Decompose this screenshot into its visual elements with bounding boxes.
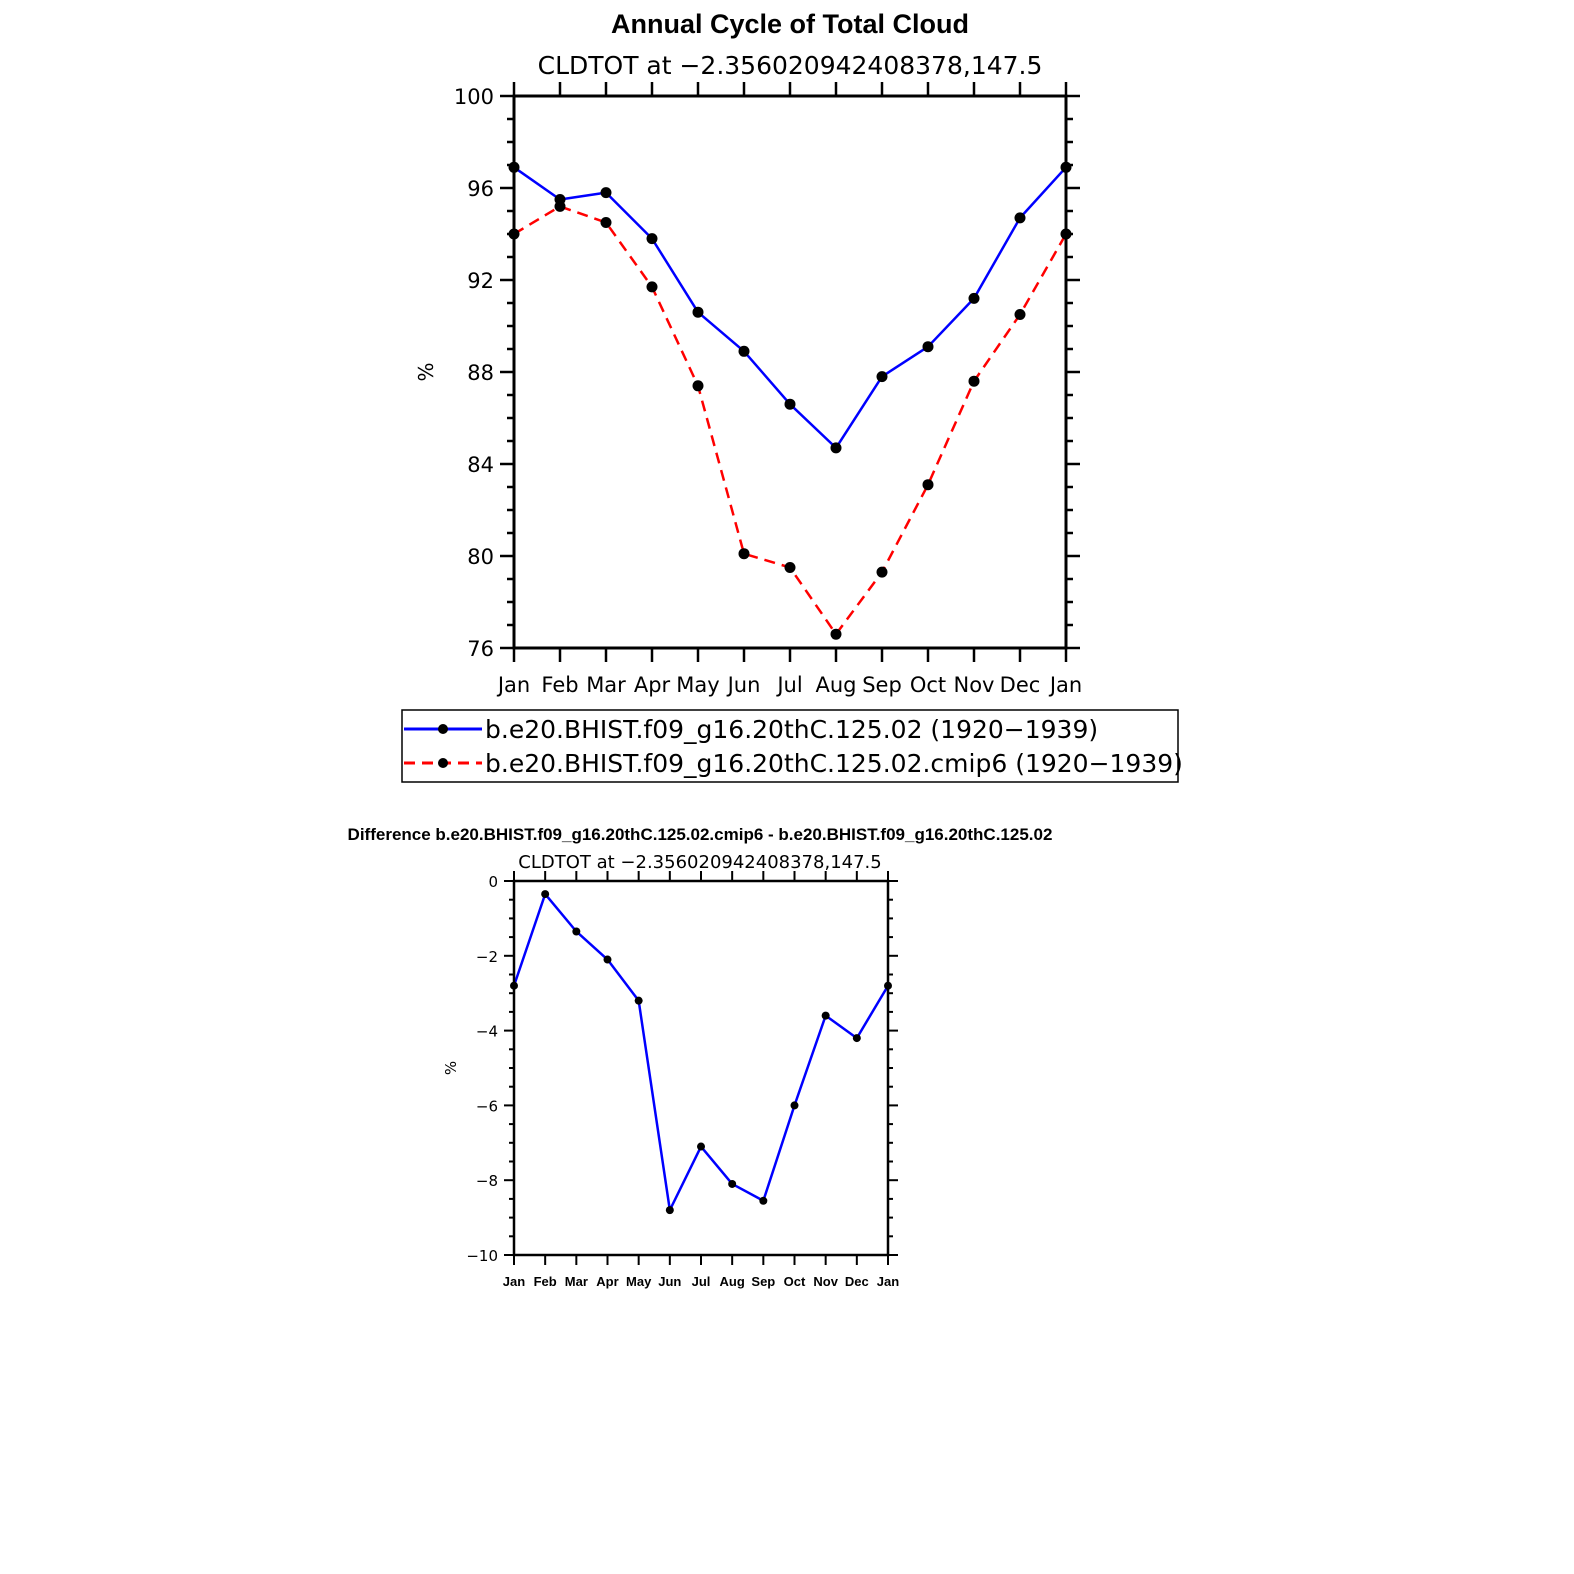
- difference-chart-title: Difference b.e20.BHIST.f09_g16.20thC.125…: [348, 825, 1053, 844]
- data-point-series-1: [665, 1206, 674, 1215]
- y-tick-label: −4: [476, 1023, 498, 1041]
- data-point-series-2: [968, 375, 980, 387]
- legend: b.e20.BHIST.f09_g16.20thC.125.02 (1920−1…: [401, 709, 1183, 783]
- data-point-series-2: [554, 200, 566, 212]
- data-point-series-1: [541, 890, 550, 899]
- data-point-series-1: [738, 345, 750, 357]
- x-tick-label: Dec: [845, 1274, 869, 1289]
- data-point-series-1: [572, 927, 581, 936]
- data-point-series-1: [692, 306, 704, 318]
- x-tick-label: Mar: [586, 673, 626, 697]
- chart-title: Annual Cycle of Total Cloud: [611, 9, 969, 39]
- x-tick-label: Jan: [1048, 673, 1082, 697]
- difference-chart: Difference b.e20.BHIST.f09_g16.20thC.125…: [348, 825, 1053, 1289]
- y-tick-label: 84: [467, 453, 494, 477]
- data-point-series-2: [600, 217, 612, 228]
- data-point-series-1: [1014, 212, 1026, 224]
- data-point-series-2: [830, 628, 842, 640]
- data-point-series-2: [738, 548, 750, 560]
- y-tick-label: 76: [467, 637, 494, 661]
- legend-entry-2: b.e20.BHIST.f09_g16.20thC.125.02.cmip6 (…: [485, 749, 1183, 778]
- y-tick-label: 92: [467, 269, 494, 293]
- x-tick-label: Feb: [541, 673, 578, 697]
- x-tick-label: Aug: [720, 1274, 745, 1289]
- y-tick-label: 80: [467, 545, 494, 569]
- data-point-series-1: [728, 1179, 737, 1188]
- legend-entry-1: b.e20.BHIST.f09_g16.20thC.125.02 (1920−1…: [485, 715, 1098, 744]
- x-tick-label: Oct: [784, 1274, 806, 1289]
- data-point-series-1: [600, 187, 612, 199]
- y-tick-labels: 76 80 84 88 92 96 100: [454, 85, 494, 661]
- x-tick-label: Apr: [634, 673, 671, 697]
- y-tick-label: 96: [467, 177, 494, 201]
- difference-plot-frame: [512, 879, 890, 1257]
- x-tick-label: Dec: [1000, 673, 1041, 697]
- y-tick-label: −8: [476, 1172, 498, 1190]
- y-tick-label: 88: [467, 361, 494, 385]
- legend-marker-series-1: [438, 724, 448, 734]
- y-tick-label: 0: [488, 873, 498, 891]
- y-tick-label: −6: [476, 1097, 498, 1115]
- difference-series-lines: [510, 890, 892, 1215]
- legend-box: [401, 709, 1179, 783]
- data-point-series-1: [634, 996, 643, 1005]
- data-point-series-1: [830, 442, 842, 454]
- x-tick-label: Jan: [877, 1274, 899, 1289]
- chart-subtitle: CLDTOT at −2.356020942408378,147.5: [538, 51, 1043, 80]
- x-tick-label: Jul: [692, 1274, 711, 1289]
- annual-cycle-chart: Annual Cycle of Total Cloud CLDTOT at −2…: [414, 9, 1082, 697]
- x-tick-label: Jan: [496, 673, 530, 697]
- x-tick-label: May: [626, 1274, 652, 1289]
- y-tick-label: −2: [476, 948, 498, 966]
- y-tick-label: −10: [466, 1247, 498, 1265]
- data-point-series-1: [876, 371, 888, 383]
- data-point-series-1: [603, 955, 612, 964]
- data-point-series-1: [759, 1196, 768, 1205]
- x-tick-label: Sep: [862, 673, 902, 697]
- x-tick-label: Nov: [813, 1274, 838, 1289]
- data-point-series-1: [697, 1142, 705, 1151]
- plot-frame: [512, 94, 1068, 650]
- data-point-series-1: [821, 1011, 830, 1020]
- y-axis-label: %: [414, 362, 438, 381]
- x-tick-labels: Jan Feb Mar Apr May Jun Jul Aug Sep Oct Nov Dec Jan: [496, 673, 1082, 697]
- x-tick-label: Oct: [910, 673, 946, 697]
- data-point-series-1: [968, 292, 980, 304]
- legend-marker-series-2: [438, 758, 448, 768]
- data-point-series-1: [790, 1101, 799, 1110]
- x-tick-label: Mar: [565, 1274, 588, 1289]
- x-tick-label: Jan: [503, 1274, 525, 1289]
- difference-y-tick-labels: −10 −8 −6 −4 −2 0: [466, 873, 498, 1265]
- data-point-series-2: [922, 479, 934, 491]
- data-point-series-2: [646, 281, 658, 293]
- x-tick-label: Jun: [726, 673, 761, 697]
- x-tick-label: Jul: [775, 673, 802, 697]
- x-tick-label: Jun: [658, 1274, 681, 1289]
- x-tick-label: Apr: [596, 1274, 618, 1289]
- difference-chart-subtitle: CLDTOT at −2.356020942408378,147.5: [518, 852, 881, 873]
- x-tick-label: Sep: [751, 1274, 775, 1289]
- data-point-series-2: [692, 380, 704, 392]
- data-point-series-1: [784, 398, 796, 410]
- data-point-series-2: [876, 566, 888, 578]
- x-tick-label: May: [676, 673, 719, 697]
- difference-x-tick-labels: Jan Feb Mar Apr May Jun Jul Aug Sep Oct Nov Dec Jan: [503, 1274, 899, 1289]
- x-tick-label: Aug: [815, 673, 856, 697]
- series-lines: [508, 161, 1072, 640]
- data-point-series-1: [922, 341, 934, 353]
- x-tick-label: Nov: [954, 673, 995, 697]
- y-tick-label: 100: [454, 85, 494, 109]
- data-point-series-2: [1014, 309, 1026, 320]
- x-tick-label: Feb: [534, 1274, 557, 1289]
- data-point-series-1: [852, 1034, 861, 1043]
- data-point-series-1: [646, 233, 658, 245]
- difference-y-axis-label: %: [442, 1061, 460, 1075]
- data-point-series-2: [784, 562, 796, 573]
